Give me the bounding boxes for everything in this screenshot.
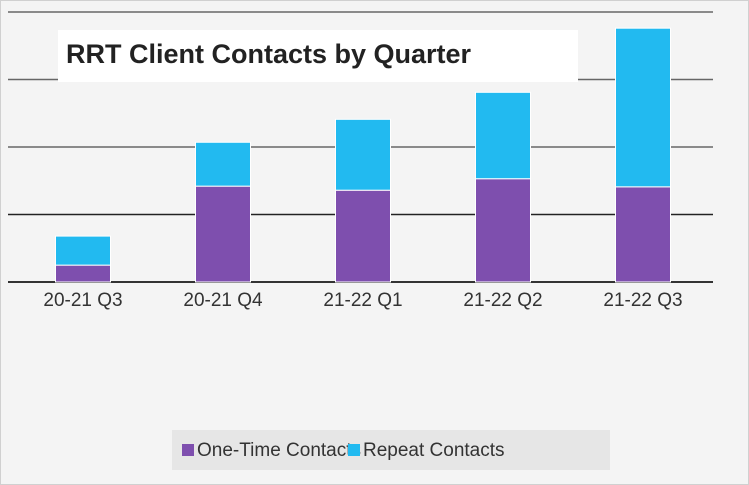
bar-segment <box>55 264 111 283</box>
x-tick-label: 21-22 Q1 <box>323 290 402 311</box>
legend-label: One-Time Contacts <box>197 440 361 461</box>
title-background <box>58 30 578 82</box>
chart-title: RRT Client Contacts by Quarter <box>66 39 472 69</box>
legend-swatch <box>348 444 360 456</box>
x-tick-label: 21-22 Q3 <box>603 290 682 311</box>
bar-segment <box>615 186 671 283</box>
legend-box <box>172 430 610 470</box>
bar-segment <box>335 118 391 191</box>
bar-segment <box>195 141 251 187</box>
bar-segment <box>475 91 531 180</box>
x-tick-label: 20-21 Q3 <box>43 290 122 311</box>
bar-segment <box>55 235 111 266</box>
plot-area <box>8 11 713 283</box>
x-tick-label: 21-22 Q2 <box>463 290 542 311</box>
legend-label: Repeat Contacts <box>363 440 505 461</box>
bar-segment <box>615 27 671 188</box>
legend-swatch <box>182 444 194 456</box>
bar-segment <box>195 185 251 283</box>
bar-segment <box>335 189 391 283</box>
bar-segment <box>475 178 531 283</box>
x-tick-label: 20-21 Q4 <box>183 290 263 311</box>
